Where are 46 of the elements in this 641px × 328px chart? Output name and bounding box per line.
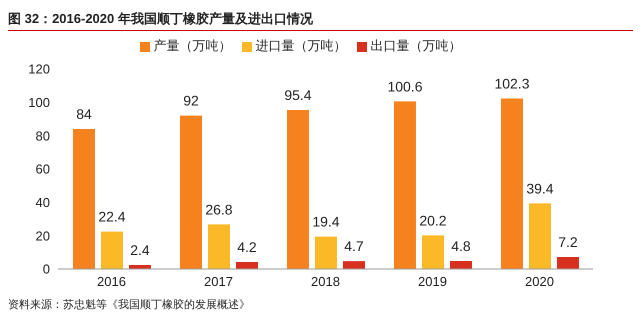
data-label: 4.2 bbox=[237, 239, 257, 255]
bar bbox=[528, 203, 551, 269]
data-label: 7.2 bbox=[558, 234, 578, 250]
text: 资料来源：苏忠魁等《我国顺丁橡胶的发展概述》 bbox=[8, 298, 251, 312]
legend-label: 进口量（万吨） bbox=[256, 38, 346, 53]
data-label: 100.6 bbox=[387, 78, 423, 94]
bar bbox=[342, 261, 365, 269]
data-label: 92 bbox=[183, 92, 199, 109]
x-tick-label: 2020 bbox=[525, 274, 554, 290]
chart-title: 图 32：2016-2020 年我国顺丁橡胶产量及进出口情况 bbox=[8, 8, 633, 31]
x-tick-label: 2016 bbox=[97, 274, 126, 290]
data-label: 26.8 bbox=[205, 201, 233, 218]
data-label: 19.4 bbox=[312, 214, 340, 230]
legend-label: 产量（万吨） bbox=[154, 38, 232, 53]
legend-label: 出口量（万吨） bbox=[370, 38, 462, 53]
y-tick-label: 20 bbox=[36, 228, 50, 244]
y-tick-label: 80 bbox=[36, 128, 50, 144]
bar bbox=[314, 236, 337, 269]
bar bbox=[422, 235, 444, 269]
y-tick-label: 0 bbox=[42, 262, 50, 277]
y-tick-label: 60 bbox=[36, 162, 50, 177]
data-label: 22.4 bbox=[98, 208, 126, 225]
y-tick-label: 40 bbox=[36, 194, 50, 210]
bar bbox=[556, 257, 579, 269]
bar bbox=[500, 98, 523, 269]
bar bbox=[100, 232, 123, 269]
data-label: 84 bbox=[76, 106, 92, 122]
data-label: 39.4 bbox=[526, 180, 554, 196]
x-tick-label: 2018 bbox=[311, 274, 340, 290]
x-tick-label: 2017 bbox=[204, 274, 233, 290]
bar bbox=[394, 101, 416, 269]
bar bbox=[286, 110, 309, 269]
bar bbox=[72, 129, 95, 269]
y-tick-label: 120 bbox=[28, 62, 50, 77]
bar bbox=[208, 224, 230, 269]
data-label: 20.2 bbox=[419, 212, 447, 228]
x-tick-label: 2019 bbox=[418, 274, 447, 290]
data-label: 4.8 bbox=[451, 238, 471, 254]
data-label: 4.7 bbox=[344, 238, 364, 254]
bar bbox=[180, 116, 202, 269]
bar bbox=[450, 261, 472, 269]
data-label: 95.4 bbox=[284, 87, 312, 103]
data-label: 2.4 bbox=[130, 242, 150, 258]
bar bbox=[236, 262, 258, 269]
data-label: 102.3 bbox=[494, 76, 530, 92]
y-tick-label: 100 bbox=[28, 94, 50, 110]
